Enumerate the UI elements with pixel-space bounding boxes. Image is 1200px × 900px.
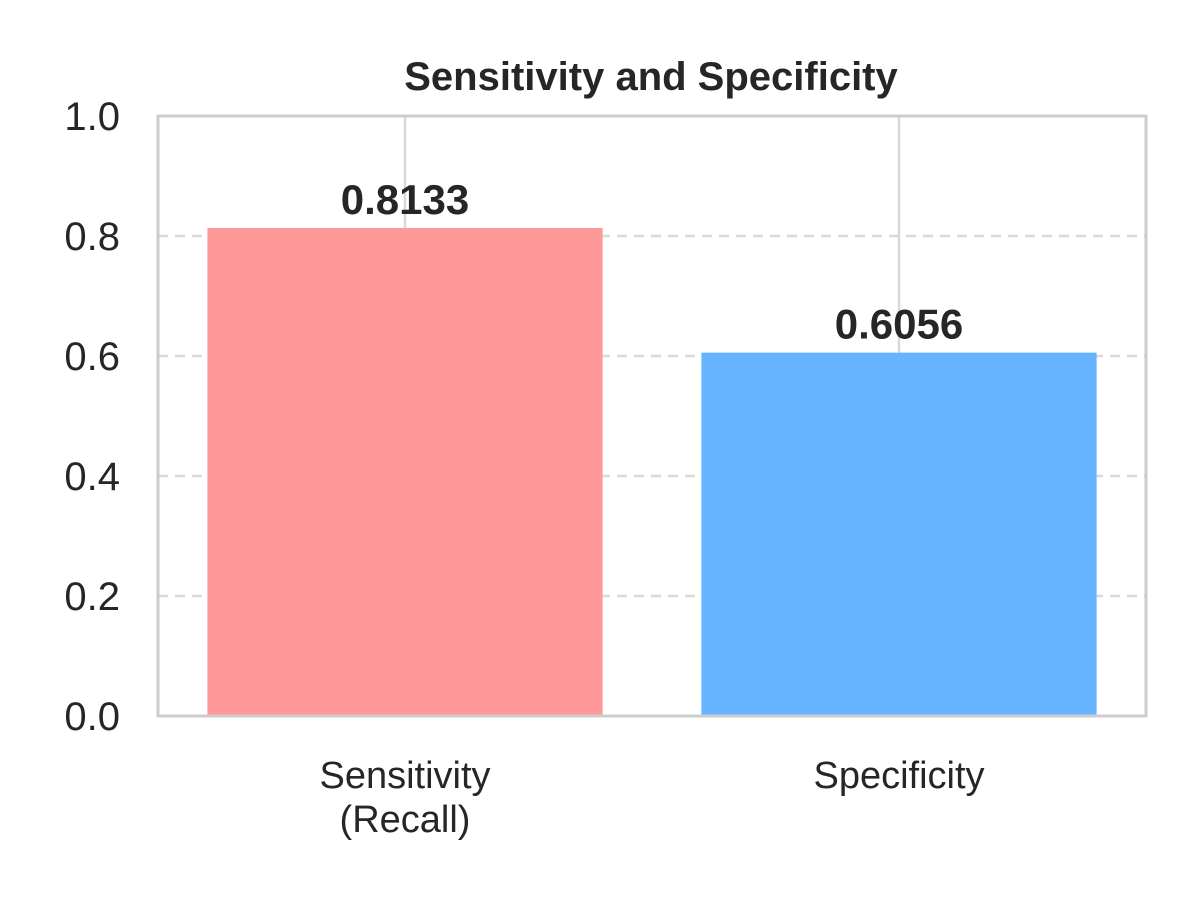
chart-title: Sensitivity and Specificity <box>404 55 898 99</box>
y-axis-ticks: 0.0 0.2 0.4 0.6 0.8 1.0 <box>64 95 120 739</box>
data-labels: 0.8133 0.6056 <box>341 176 963 348</box>
x-axis-ticks: Sensitivity (Recall) Specificity <box>319 755 984 841</box>
x-tick-label: Specificity <box>813 755 984 797</box>
plot-frame <box>156 114 1148 718</box>
y-tick-label: 0.2 <box>64 575 120 619</box>
bar-1 <box>701 352 1097 716</box>
y-tick-label: 1.0 <box>64 95 120 139</box>
y-tick-label: 0.0 <box>64 695 120 739</box>
y-tick-label: 0.4 <box>64 455 120 499</box>
bars-layer <box>207 228 1097 716</box>
data-label: 0.8133 <box>341 176 469 223</box>
data-label: 0.6056 <box>835 301 963 348</box>
plot-border <box>156 114 1148 718</box>
bar-0 <box>207 228 603 716</box>
x-tick-label: Sensitivity (Recall) <box>319 755 490 841</box>
y-tick-label: 0.8 <box>64 215 120 259</box>
y-tick-label: 0.6 <box>64 335 120 379</box>
